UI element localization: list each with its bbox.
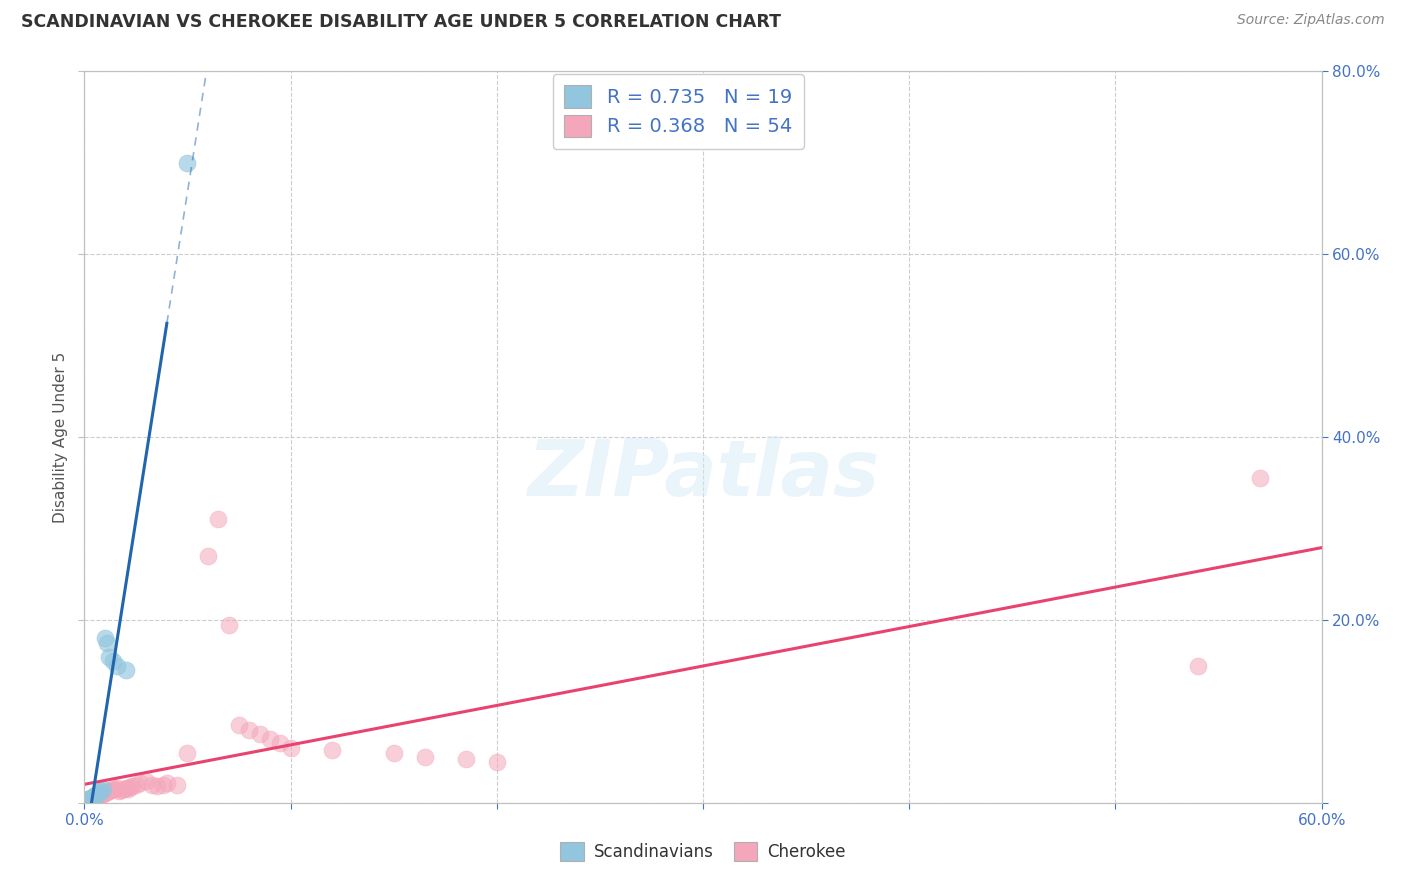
Point [77,792,100,806]
Point [105,658,128,673]
Point [96,785,118,799]
Point [110,783,132,797]
Point [91,787,114,801]
Point [249,727,271,741]
Point [1249,471,1271,485]
Point [114,663,136,677]
Point [90,787,112,801]
Point [259,731,281,746]
Point [382,746,405,760]
Point [82,790,104,805]
Point [83,789,105,804]
Text: SCANDINAVIAN VS CHEROKEE DISABILITY AGE UNDER 5 CORRELATION CHART: SCANDINAVIAN VS CHEROKEE DISABILITY AGE … [21,13,782,31]
Point [141,777,163,792]
Point [83,790,105,805]
Point [166,777,188,792]
Point [90,788,112,802]
Point [280,740,302,755]
Point [108,784,131,798]
Point [94,632,117,646]
Point [94,785,117,799]
Point [98,784,121,798]
Point [87,789,110,803]
Point [103,782,125,797]
Point [413,750,436,764]
Point [197,549,219,563]
Point [125,777,148,792]
Point [86,789,108,803]
Point [269,736,291,750]
Point [156,775,179,789]
Point [117,782,139,797]
Point [1187,658,1209,673]
Legend: Scandinavians, Cherokee: Scandinavians, Cherokee [554,835,852,868]
Point [238,723,260,737]
Point [454,752,477,766]
Point [105,781,128,796]
Point [135,773,157,788]
Point [114,781,136,796]
Point [96,636,118,650]
Point [176,156,198,170]
Point [87,788,110,802]
Point [77,793,100,807]
Point [145,780,167,794]
Point [103,654,125,668]
Point [218,617,240,632]
Point [112,782,135,797]
Point [207,512,229,526]
Point [94,786,117,800]
Point [75,794,97,808]
Point [118,780,141,795]
Point [228,718,250,732]
Point [86,787,108,801]
Text: ZIPatlas: ZIPatlas [527,435,879,512]
Point [83,789,105,804]
Point [87,785,110,799]
Point [98,649,121,664]
Point [321,743,343,757]
Point [77,792,100,806]
Point [75,793,97,807]
Point [104,782,127,797]
Point [83,789,105,803]
Point [90,784,112,798]
Point [176,746,198,760]
Point [79,792,101,806]
Point [79,791,101,805]
Point [79,791,101,805]
Point [82,790,104,805]
Point [485,755,508,769]
Y-axis label: Disability Age Under 5: Disability Age Under 5 [52,351,67,523]
Point [121,780,143,794]
Point [91,782,114,797]
Point [86,789,108,804]
Point [100,783,122,797]
Text: Source: ZipAtlas.com: Source: ZipAtlas.com [1237,13,1385,28]
Point [91,786,114,800]
Point [129,775,152,789]
Point [152,777,174,792]
